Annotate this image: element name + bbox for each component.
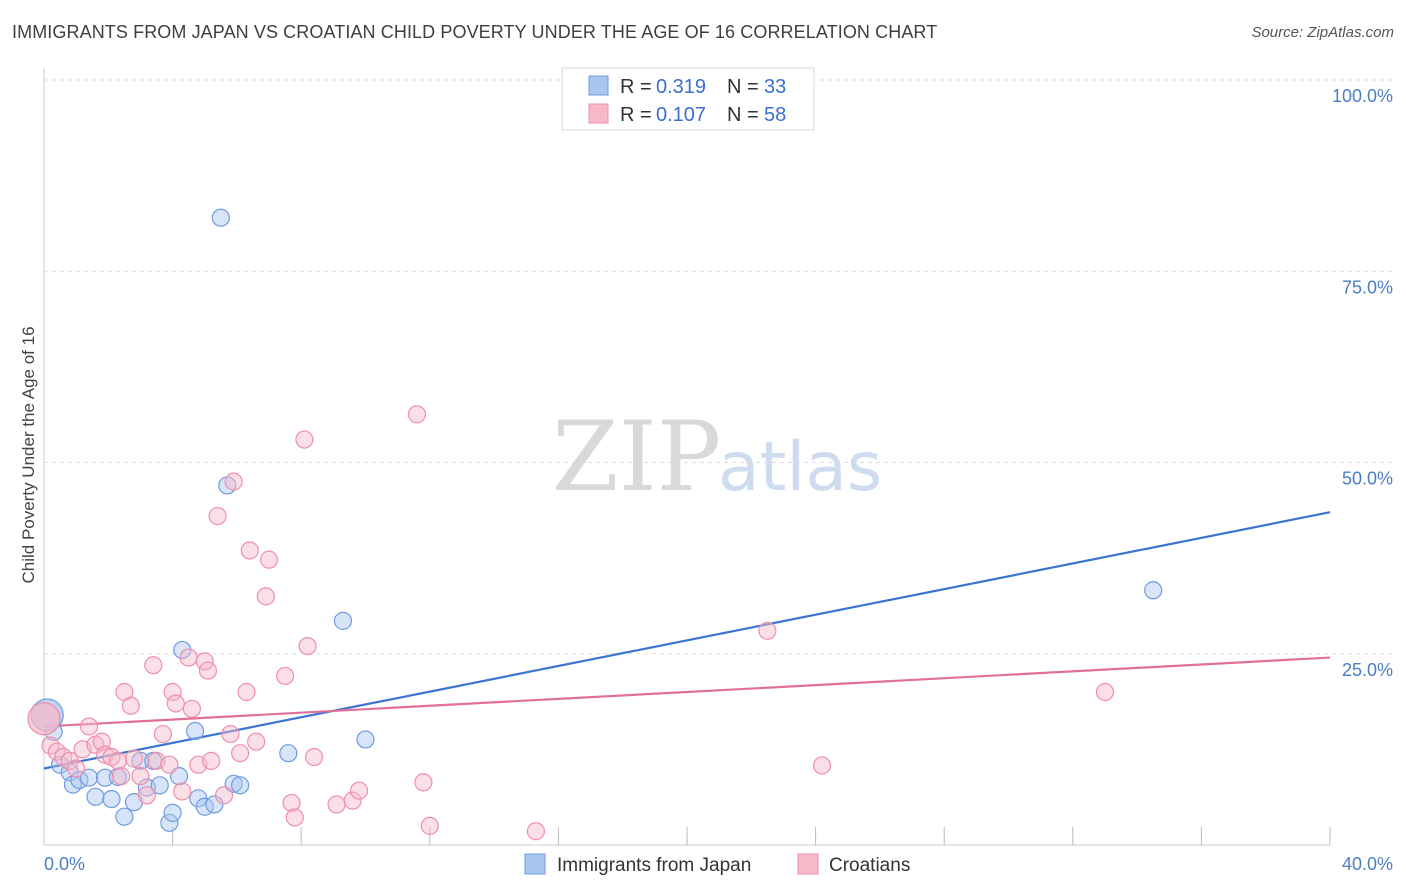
point-japan-30 <box>356 730 375 749</box>
point-croatians-20 <box>153 724 173 744</box>
point-croatians-49 <box>349 781 369 800</box>
point-japan-27 <box>231 776 250 795</box>
point-croatians-48 <box>343 791 362 810</box>
x-tick-label-0: 0.0% <box>44 854 85 874</box>
point-croatians-45 <box>298 636 317 656</box>
trend-line-croatians <box>43 656 1331 728</box>
point-croatians-34 <box>224 472 243 491</box>
watermark: ZIP atlas <box>552 401 882 513</box>
point-japan-31 <box>1144 581 1163 600</box>
trend-line-japan <box>43 511 1331 770</box>
point-croatians-52 <box>420 816 439 835</box>
data-points <box>27 208 1163 841</box>
point-croatians-32 <box>214 786 234 805</box>
point-croatians-30 <box>202 751 221 770</box>
point-croatians-29 <box>198 661 218 680</box>
point-croatians-46 <box>304 747 324 767</box>
point-japan-7 <box>95 768 115 787</box>
point-croatians-14 <box>121 696 140 715</box>
point-japan-16 <box>160 813 179 832</box>
point-japan-8 <box>102 789 121 809</box>
point-croatians-25 <box>179 648 198 667</box>
legend-stats-n-label-japan: N = <box>727 76 759 98</box>
legend-stats-n-label-croatians: N = <box>727 104 759 126</box>
point-croatians-33 <box>221 724 240 744</box>
point-japan-24 <box>211 208 230 227</box>
point-japan-17 <box>163 803 182 822</box>
point-japan-10 <box>115 807 134 826</box>
legend-stats-n-value-japan: 33 <box>764 76 786 98</box>
point-croatians-55 <box>812 756 832 775</box>
point-japan-29 <box>333 611 353 630</box>
y-tick-label-100: 100.0% <box>1332 86 1393 106</box>
y-tick-label-25: 25.0% <box>1342 660 1393 680</box>
grid <box>44 79 1395 655</box>
point-japan-20 <box>186 721 205 741</box>
legend-label-japan: Immigrants from Japan <box>557 855 751 876</box>
point-croatians-11 <box>108 751 128 770</box>
legend-stats-r-label-croatians: R = <box>620 104 652 126</box>
tick-labels: 25.0% 50.0% 75.0% 100.0% 0.0% 40.0% <box>44 86 1393 874</box>
point-croatians-50 <box>407 405 427 424</box>
point-croatians-36 <box>237 682 256 702</box>
point-croatians-38 <box>247 732 266 751</box>
point-croatians-31 <box>208 506 227 526</box>
legend-stats-swatch-japan <box>588 75 609 96</box>
point-croatians-24 <box>173 782 192 801</box>
x-tick-label-40: 40.0% <box>1342 854 1393 874</box>
point-croatians-18 <box>144 656 163 675</box>
point-croatians-37 <box>240 541 259 560</box>
point-croatians-54 <box>758 621 777 640</box>
point-croatians-16 <box>131 767 150 786</box>
point-croatians-47 <box>327 795 346 814</box>
watermark-zip: ZIP <box>552 401 721 513</box>
legend-label-croatians: Croatians <box>829 855 910 876</box>
point-japan-28 <box>279 744 298 763</box>
point-croatians-21 <box>160 755 179 774</box>
point-croatians-57 <box>27 702 61 736</box>
point-croatians-56 <box>1095 682 1115 702</box>
legend-stats-r-value-croatians: 0.107 <box>656 104 706 126</box>
point-croatians-42 <box>282 793 301 813</box>
legend-stats-swatch-croatians <box>588 103 609 124</box>
point-croatians-44 <box>295 430 314 449</box>
point-croatians-26 <box>182 699 201 718</box>
point-japan-6 <box>86 787 105 806</box>
point-japan-23 <box>205 795 224 814</box>
point-croatians-17 <box>137 786 156 805</box>
legend-stats-r-value-japan: 0.319 <box>656 76 706 98</box>
point-croatians-4 <box>67 759 86 778</box>
watermark-atlas: atlas <box>718 428 882 507</box>
trend-lines <box>43 511 1331 770</box>
legend-stats-r-label-japan: R = <box>620 76 652 98</box>
point-croatians-40 <box>259 550 279 569</box>
legend-swatch-japan <box>524 853 546 875</box>
point-croatians-6 <box>79 717 99 736</box>
point-croatians-15 <box>124 749 144 768</box>
point-japan-5 <box>79 768 99 787</box>
point-croatians-12 <box>112 767 131 786</box>
chart-title: IMMIGRANTS FROM JAPAN VS CROATIAN CHILD … <box>12 22 938 42</box>
legend-stats: R = 0.319 N = 33 R = 0.107 N = 58 <box>561 67 815 131</box>
legend-stats-n-value-croatians: 58 <box>764 104 786 126</box>
point-croatians-43 <box>285 808 304 827</box>
point-croatians-22 <box>163 682 182 702</box>
legend-swatch-croatians <box>797 853 819 875</box>
y-tick-label-50: 50.0% <box>1342 469 1393 489</box>
legend: Immigrants from Japan Croatians <box>524 853 910 876</box>
source-credit: Source: ZipAtlas.com <box>1251 24 1394 41</box>
point-croatians-53 <box>526 822 545 841</box>
y-axis-label: Child Poverty Under the Age of 16 <box>19 326 38 583</box>
point-croatians-23 <box>166 694 185 713</box>
point-croatians-51 <box>414 773 433 792</box>
point-croatians-35 <box>231 744 250 763</box>
point-japan-15 <box>150 776 169 795</box>
point-croatians-41 <box>276 666 295 686</box>
point-croatians-39 <box>256 587 275 606</box>
y-tick-label-75: 75.0% <box>1342 277 1393 297</box>
